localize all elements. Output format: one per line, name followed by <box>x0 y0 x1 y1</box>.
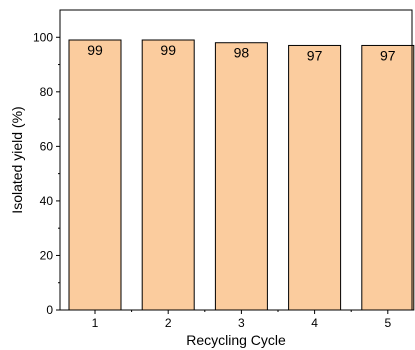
bar-labels-group: 99 99 98 97 97 <box>87 42 396 63</box>
bar-cycle-2 <box>141 39 195 311</box>
y-tick-label: 20 <box>40 248 54 262</box>
bar-value-label: 97 <box>380 47 396 63</box>
x-tick-label: 2 <box>165 316 172 330</box>
y-axis-title: Isolated yield (%) <box>9 106 25 213</box>
bar-value-label: 97 <box>307 47 323 63</box>
x-tick-label: 1 <box>92 316 99 330</box>
y-tick-label: 60 <box>40 139 54 153</box>
y-tick-label: 0 <box>46 303 53 317</box>
x-axis-title: Recycling Cycle <box>186 332 286 348</box>
bar-cycle-1 <box>68 39 122 311</box>
bar-value-label: 99 <box>160 42 176 58</box>
x-tick-label: 5 <box>384 316 391 330</box>
x-tick-label: 4 <box>311 316 318 330</box>
y-tick-label: 80 <box>40 85 54 99</box>
bar-cycle-5 <box>361 44 415 311</box>
x-axis-ticks: 1 2 3 4 5 <box>92 310 391 330</box>
y-tick-label: 40 <box>40 194 54 208</box>
y-axis-ticks: 0 20 40 60 80 100 <box>33 30 60 317</box>
x-tick-label: 3 <box>238 316 245 330</box>
y-tick-label: 100 <box>33 30 53 44</box>
bar-cycle-4 <box>288 44 342 311</box>
bar-value-label: 98 <box>234 45 250 61</box>
plot-frame <box>59 9 413 311</box>
bar-value-label: 99 <box>87 42 103 58</box>
bar-cycle-3 <box>214 42 268 311</box>
bars-group <box>68 39 415 311</box>
